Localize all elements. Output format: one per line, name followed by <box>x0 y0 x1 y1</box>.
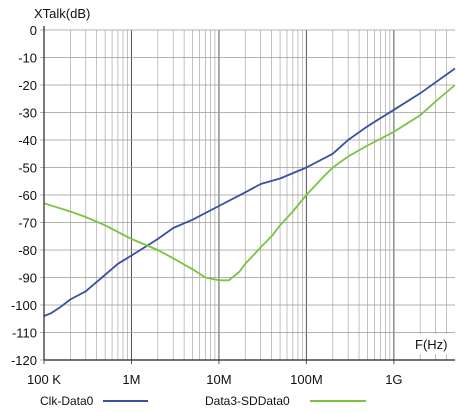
y-tick-label: -80 <box>18 243 37 258</box>
y-tick-label: -20 <box>18 78 37 93</box>
legend-label: Data3-SDData0 <box>205 394 290 408</box>
y-tick-label: -50 <box>18 161 37 176</box>
x-tick-label: 100 K <box>27 372 61 387</box>
y-tick-label: -100 <box>11 298 37 313</box>
y-tick-label: -90 <box>18 271 37 286</box>
x-axis-label-background <box>410 334 456 354</box>
x-tick-label: 1M <box>122 372 140 387</box>
y-tick-label: -10 <box>18 51 37 66</box>
y-tick-label: -110 <box>12 326 37 341</box>
series-line-1 <box>43 67 456 317</box>
series-lines <box>43 67 456 317</box>
y-axis-label: XTalk(dB) <box>34 6 90 21</box>
tick-labels: 100 K 1M 10M 100M 1G 0 -10 -20 -30 -40 -50 -60 -70 -8… <box>11 23 403 387</box>
x-axis-label: F(Hz) <box>415 337 448 352</box>
y-tick-label: -60 <box>18 188 37 203</box>
y-tick-label: -40 <box>18 133 37 148</box>
y-tick-label: 0 <box>30 23 37 38</box>
x-tick-label: 10M <box>206 372 231 387</box>
y-tick-label: -120 <box>11 353 37 368</box>
legend: Clk-Data0 Data3-SDData0 <box>40 394 366 408</box>
legend-label: Clk-Data0 <box>40 394 94 408</box>
x-tick-label: 100M <box>290 372 323 387</box>
y-tick-label: -70 <box>18 216 37 231</box>
series-line-2 <box>43 84 456 282</box>
y-tick-label: -30 <box>18 106 37 121</box>
x-tick-label: 1G <box>385 372 402 387</box>
axes <box>43 26 455 361</box>
